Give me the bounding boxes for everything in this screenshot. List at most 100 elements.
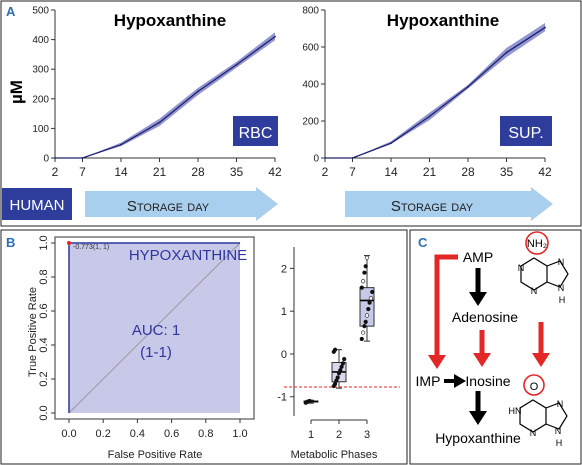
storage-day-arrow-right — [345, 187, 553, 221]
x-tick-label: 14 — [114, 165, 128, 179]
roc-y-tick-label: 0.0 — [38, 405, 50, 420]
roc-y-axis-label: True Positive Rate — [27, 287, 39, 377]
panel-c-frame — [409, 229, 582, 465]
roc-y-tick-label: 0.6 — [38, 303, 50, 318]
x-tick-label: 28 — [461, 165, 475, 179]
y-tick-label: 600 — [302, 43, 319, 54]
roc-plot-frame — [54, 236, 255, 420]
nh2-label: NH₂ — [527, 238, 547, 250]
oxygen-circle — [523, 374, 545, 396]
adenine-n1: N — [518, 263, 525, 273]
adenine-five-ring — [546, 260, 569, 288]
sup-chart-title: Hypoxanthine — [387, 11, 499, 30]
roc-threshold-point — [67, 241, 71, 245]
imp-label: IMP — [416, 373, 441, 389]
hypoxanthine-n7: N — [557, 399, 564, 409]
sup-badge-text: SUP. — [508, 125, 543, 142]
panel-a-frame — [0, 0, 582, 227]
adenine-h9: H — [559, 295, 566, 305]
phases-y-tick-label: 2 — [281, 263, 287, 275]
rbc-chart: Hypoxanthine 0 100 200 300 400 500 2 7 14 21 28 35 4… — [32, 6, 282, 180]
phases-x-tick-label: 1 — [308, 429, 314, 441]
x-tick-label: 42 — [268, 165, 282, 179]
data-point — [544, 26, 546, 29]
storage-day-label-left: Storage day — [127, 198, 210, 215]
x-tick-label: 14 — [384, 165, 398, 179]
box-point — [367, 300, 372, 305]
adenosine-label: Adenosine — [452, 309, 518, 325]
data-point — [351, 157, 354, 159]
panel-b: B 0.0 0.2 0.4 0.6 0.8 1.0 0.0 0.2 0.4 0.6 0.8 1.0 H… — [0, 229, 408, 465]
nh2-circle — [525, 231, 549, 255]
data-point — [324, 157, 326, 159]
hypoxanthine-n3: N — [530, 428, 537, 438]
box-point — [366, 306, 371, 312]
roc-series — [67, 241, 241, 414]
arrow-amp-adenosine-head — [469, 292, 487, 306]
panel-c-label: C — [418, 235, 428, 250]
roc-y-tick-label: 0.8 — [38, 269, 50, 284]
hypoxanthine-five-ring — [545, 402, 568, 430]
rbc-chart-series — [54, 32, 276, 159]
adenine-n9: N — [558, 283, 565, 293]
sup-badge — [500, 116, 552, 146]
roc-x-tick-label: 1.0 — [232, 428, 247, 440]
storage-day-label-right: Storage day — [391, 198, 474, 215]
storage-day-arrow-left — [85, 187, 278, 221]
y-tick-label: 300 — [32, 65, 49, 76]
red-arrow-adenine-hypoxanthine-head — [532, 353, 550, 367]
y-tick-label: 500 — [32, 6, 49, 17]
y-tick-label: 100 — [32, 124, 49, 135]
box-point — [339, 364, 344, 369]
adenine-n3: N — [531, 286, 538, 296]
x-tick-label: 35 — [230, 165, 244, 179]
phases-y-tick-label: 0 — [281, 349, 287, 361]
box-point — [362, 270, 367, 275]
x-tick-label: 2 — [52, 165, 59, 179]
human-badge — [2, 188, 72, 220]
arrow-imp-inosine-head — [454, 374, 466, 388]
panel-a-label: A — [6, 4, 16, 19]
roc-auc-ci: (1-1) — [140, 344, 172, 361]
black-arrows — [444, 268, 487, 425]
roc-chart: 0.0 0.2 0.4 0.6 0.8 1.0 0.0 0.2 0.4 0.6 0.8 1.0 HYP… — [27, 235, 255, 461]
x-tick-label: 21 — [153, 165, 167, 179]
box-point — [363, 264, 368, 269]
data-point — [197, 90, 199, 93]
data-point — [120, 143, 122, 146]
roc-auc: AUC: 1 — [132, 322, 180, 339]
box-point — [333, 347, 338, 352]
box-point — [363, 319, 368, 324]
roc-diagonal — [68, 242, 241, 414]
rbc-badge-text: RBC — [239, 125, 273, 142]
roc-x-tick-label: 0.8 — [198, 428, 213, 440]
roc-x-tick-label: 0.6 — [164, 428, 179, 440]
red-arrow-amp-imp-head — [428, 355, 446, 369]
box-point — [359, 336, 364, 342]
roc-x-axis-label: False Positive Rate — [108, 449, 203, 461]
hypoxanthine-label: Hypoxanthine — [435, 430, 521, 446]
y-axis-label: µM — [7, 80, 26, 104]
roc-axes: 0.0 0.2 0.4 0.6 0.8 1.0 0.0 0.2 0.4 0.6 0.8 1.0 — [38, 235, 255, 440]
box-point — [342, 356, 347, 362]
sup-chart: Hypoxanthine 0 200 400 600 800 2 7 14 21 28 35 42 S… — [302, 6, 552, 180]
panel-c: C AMP Adenosine IMP Inosine Hypoxanthine — [409, 229, 582, 465]
box-point — [364, 313, 370, 318]
data-point — [428, 115, 431, 118]
amp-label: AMP — [463, 249, 493, 265]
roc-y-tick-label: 0.2 — [38, 371, 50, 386]
x-tick-label: 21 — [423, 165, 437, 179]
red-arrow-amp-imp — [434, 254, 458, 356]
box-point — [368, 296, 374, 301]
rbc-badge — [233, 116, 278, 146]
roc-point-label: -0.773(1, 1) — [73, 244, 109, 251]
roc-x-tick-label: 0.2 — [96, 428, 111, 440]
y-tick-label: 0 — [313, 154, 319, 165]
phases-chart: -1 0 1 2 1 2 3 Metabolic Phases — [277, 247, 400, 461]
roc-title: HYPOXANTHINE — [129, 247, 247, 264]
box-point — [359, 285, 364, 290]
x-tick-label: 28 — [191, 165, 205, 179]
sup-chart-axes: 0 200 400 600 800 2 7 14 21 28 35 42 — [302, 6, 552, 180]
phases-x-axis-label: Metabolic Phases — [291, 449, 378, 461]
rbc-chart-axes: 0 100 200 300 400 500 2 7 14 21 28 35 42 — [32, 6, 282, 180]
